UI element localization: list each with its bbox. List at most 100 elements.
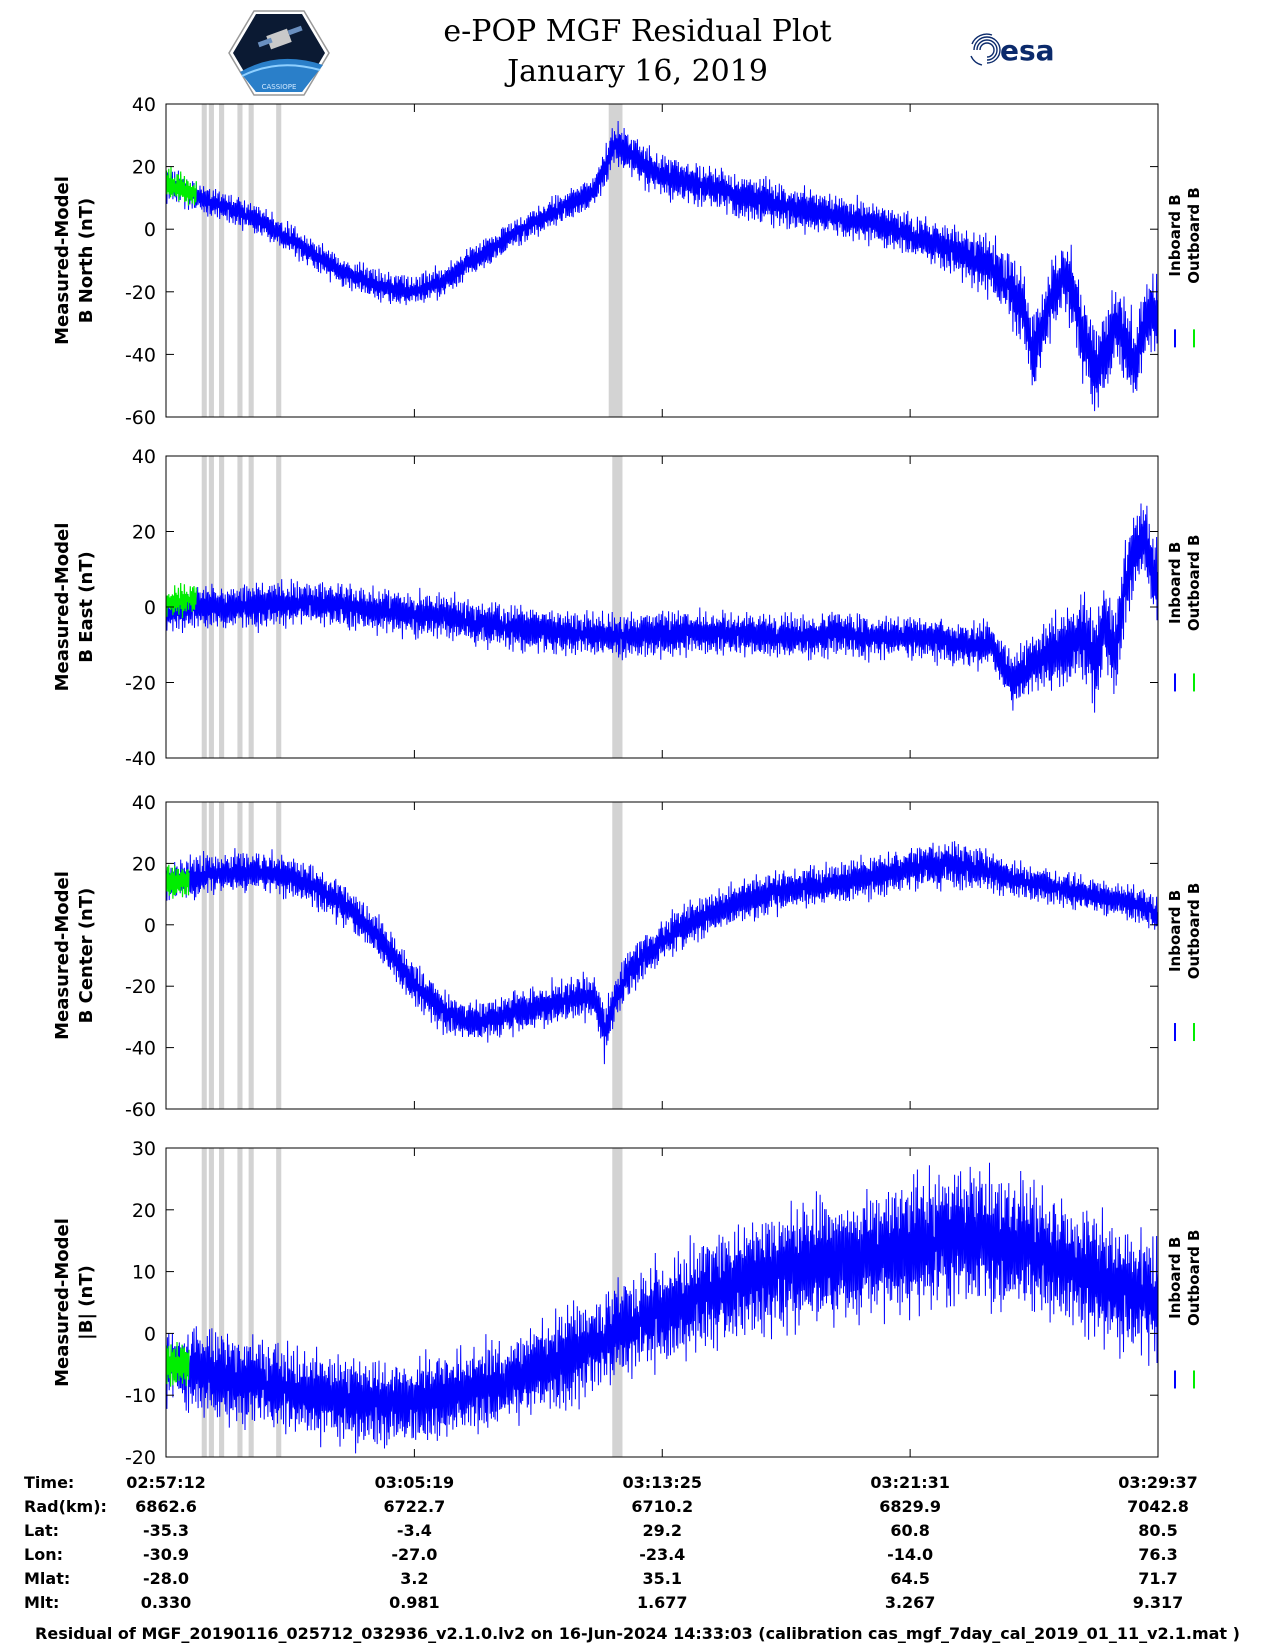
y-tick-label: -20 — [125, 673, 156, 695]
info-cell: 80.5 — [1138, 1521, 1177, 1540]
info-cell: 0.330 — [141, 1593, 192, 1612]
gap-band — [608, 104, 613, 417]
panel-center: 40 20 0 -20 -40 -60 Measured-Model B Center (nT… — [52, 792, 1203, 1121]
info-cell: -30.9 — [143, 1545, 189, 1564]
gap-band — [612, 104, 623, 417]
info-row-label: Lon: — [24, 1545, 63, 1564]
y-tick-label: 0 — [144, 219, 156, 241]
plot-frame — [165, 801, 1159, 1110]
legend-label: Outboard B — [1185, 883, 1203, 980]
info-row-label: Time: — [24, 1473, 74, 1492]
info-cell: 35.1 — [643, 1569, 682, 1588]
y-axis-label: Measured-Model — [52, 176, 73, 345]
info-cell: 6862.6 — [135, 1497, 197, 1516]
cassiope-logo: CASSIOPE — [228, 10, 330, 96]
info-cell: -3.4 — [397, 1521, 432, 1540]
esa-logo: esa — [970, 33, 1055, 67]
y-tick-label: 40 — [132, 94, 156, 116]
y-axis-label: |B| (nT) — [76, 1265, 97, 1340]
gap-band — [201, 104, 207, 417]
gap-band — [208, 1148, 214, 1457]
y-tick-label: 20 — [132, 157, 156, 179]
esa-logo-text: esa — [1000, 34, 1055, 67]
gap-band — [248, 802, 254, 1109]
info-cell: 6722.7 — [384, 1497, 446, 1516]
series-inboard-b — [166, 1162, 1158, 1454]
y-tick-label: 0 — [144, 1323, 156, 1345]
y-tick-label: -60 — [125, 407, 156, 429]
y-tick-label: -60 — [125, 1099, 156, 1121]
y-tick-label: -40 — [125, 748, 156, 770]
legend-label: Outboard B — [1185, 1229, 1203, 1326]
panel-east: 40 20 0 -20 -40 Measured-Model B East (nT) Inbo… — [52, 446, 1203, 770]
series-inboard-b — [166, 841, 1158, 1065]
y-axis-label: B East (nT) — [76, 551, 97, 663]
info-cell: -14.0 — [887, 1545, 933, 1564]
info-cell: 03:13:25 — [622, 1473, 702, 1492]
info-row-label: Mlat: — [24, 1569, 70, 1588]
info-cell: 71.7 — [1138, 1569, 1177, 1588]
y-tick-label: 10 — [132, 1262, 156, 1284]
legend-label: Outboard B — [1185, 535, 1203, 632]
series-outboard-b — [166, 864, 190, 899]
series-inboard-b — [166, 120, 1158, 412]
info-cell: 03:21:31 — [870, 1473, 950, 1492]
info-cell: 7042.8 — [1127, 1497, 1189, 1516]
gap-band — [219, 104, 225, 417]
panel-north: 40 20 0 -20 -40 -60 Measured-Model B North (nT)… — [52, 94, 1203, 429]
info-cell: -23.4 — [639, 1545, 685, 1564]
legend-label: Inboard B — [1166, 1237, 1184, 1319]
legend-label: Inboard B — [1166, 542, 1184, 624]
info-row-label: Rad(km): — [24, 1497, 107, 1516]
y-tick-label: 40 — [132, 792, 156, 814]
plot-date: January 16, 2019 — [507, 54, 768, 89]
gap-band — [248, 1148, 254, 1457]
legend-label: Inboard B — [1166, 890, 1184, 972]
y-tick-label: 20 — [132, 853, 156, 875]
cassiope-logo-text: CASSIOPE — [262, 83, 297, 91]
gap-band — [201, 1148, 207, 1457]
y-tick-label: 20 — [132, 1200, 156, 1222]
panel-magnitude: 30 20 10 0 -10 -20 Measured-Model |B| (nT) Inboa… — [52, 1138, 1203, 1469]
gap-band — [237, 104, 243, 417]
info-cell: 76.3 — [1138, 1545, 1177, 1564]
y-axis-label: Measured-Model — [52, 523, 73, 692]
legend-label: Outboard B — [1185, 187, 1203, 284]
gap-band — [276, 104, 282, 417]
y-tick-label: -20 — [125, 282, 156, 304]
y-tick-label: 0 — [144, 915, 156, 937]
y-tick-label: -10 — [125, 1385, 156, 1407]
info-cell: 3.2 — [400, 1569, 428, 1588]
info-cell: 1.677 — [637, 1593, 688, 1612]
y-tick-label: 30 — [132, 1138, 156, 1160]
series-inboard-b — [166, 503, 1158, 713]
y-tick-label: -20 — [125, 976, 156, 998]
info-row-label: Mlt: — [24, 1593, 59, 1612]
gap-band — [276, 802, 282, 1109]
info-cell: 3.267 — [885, 1593, 936, 1612]
info-cell: 60.8 — [890, 1521, 929, 1540]
gap-band — [219, 1148, 225, 1457]
gap-band — [237, 802, 243, 1109]
info-cell: 29.2 — [643, 1521, 682, 1540]
gap-band — [208, 104, 214, 417]
series-outboard-b — [166, 166, 197, 206]
info-row-label: Lat: — [24, 1521, 59, 1540]
y-axis-label: B Center (nT) — [76, 888, 97, 1024]
y-tick-label: 20 — [132, 522, 156, 544]
info-cell: 6710.2 — [631, 1497, 693, 1516]
info-cell: -27.0 — [391, 1545, 437, 1564]
info-cell: 03:29:37 — [1118, 1473, 1198, 1492]
gap-band — [612, 456, 623, 758]
footer-caption: Residual of MGF_20190116_025712_032936_v… — [35, 1624, 1240, 1643]
info-cell: -28.0 — [143, 1569, 189, 1588]
info-cell: -35.3 — [143, 1521, 189, 1540]
y-tick-label: 40 — [132, 446, 156, 468]
gap-band — [248, 104, 254, 417]
gap-band — [612, 802, 623, 1109]
y-tick-label: 0 — [144, 597, 156, 619]
gap-band — [208, 802, 214, 1109]
info-cell: 02:57:12 — [126, 1473, 206, 1492]
series-outboard-b — [166, 582, 197, 619]
